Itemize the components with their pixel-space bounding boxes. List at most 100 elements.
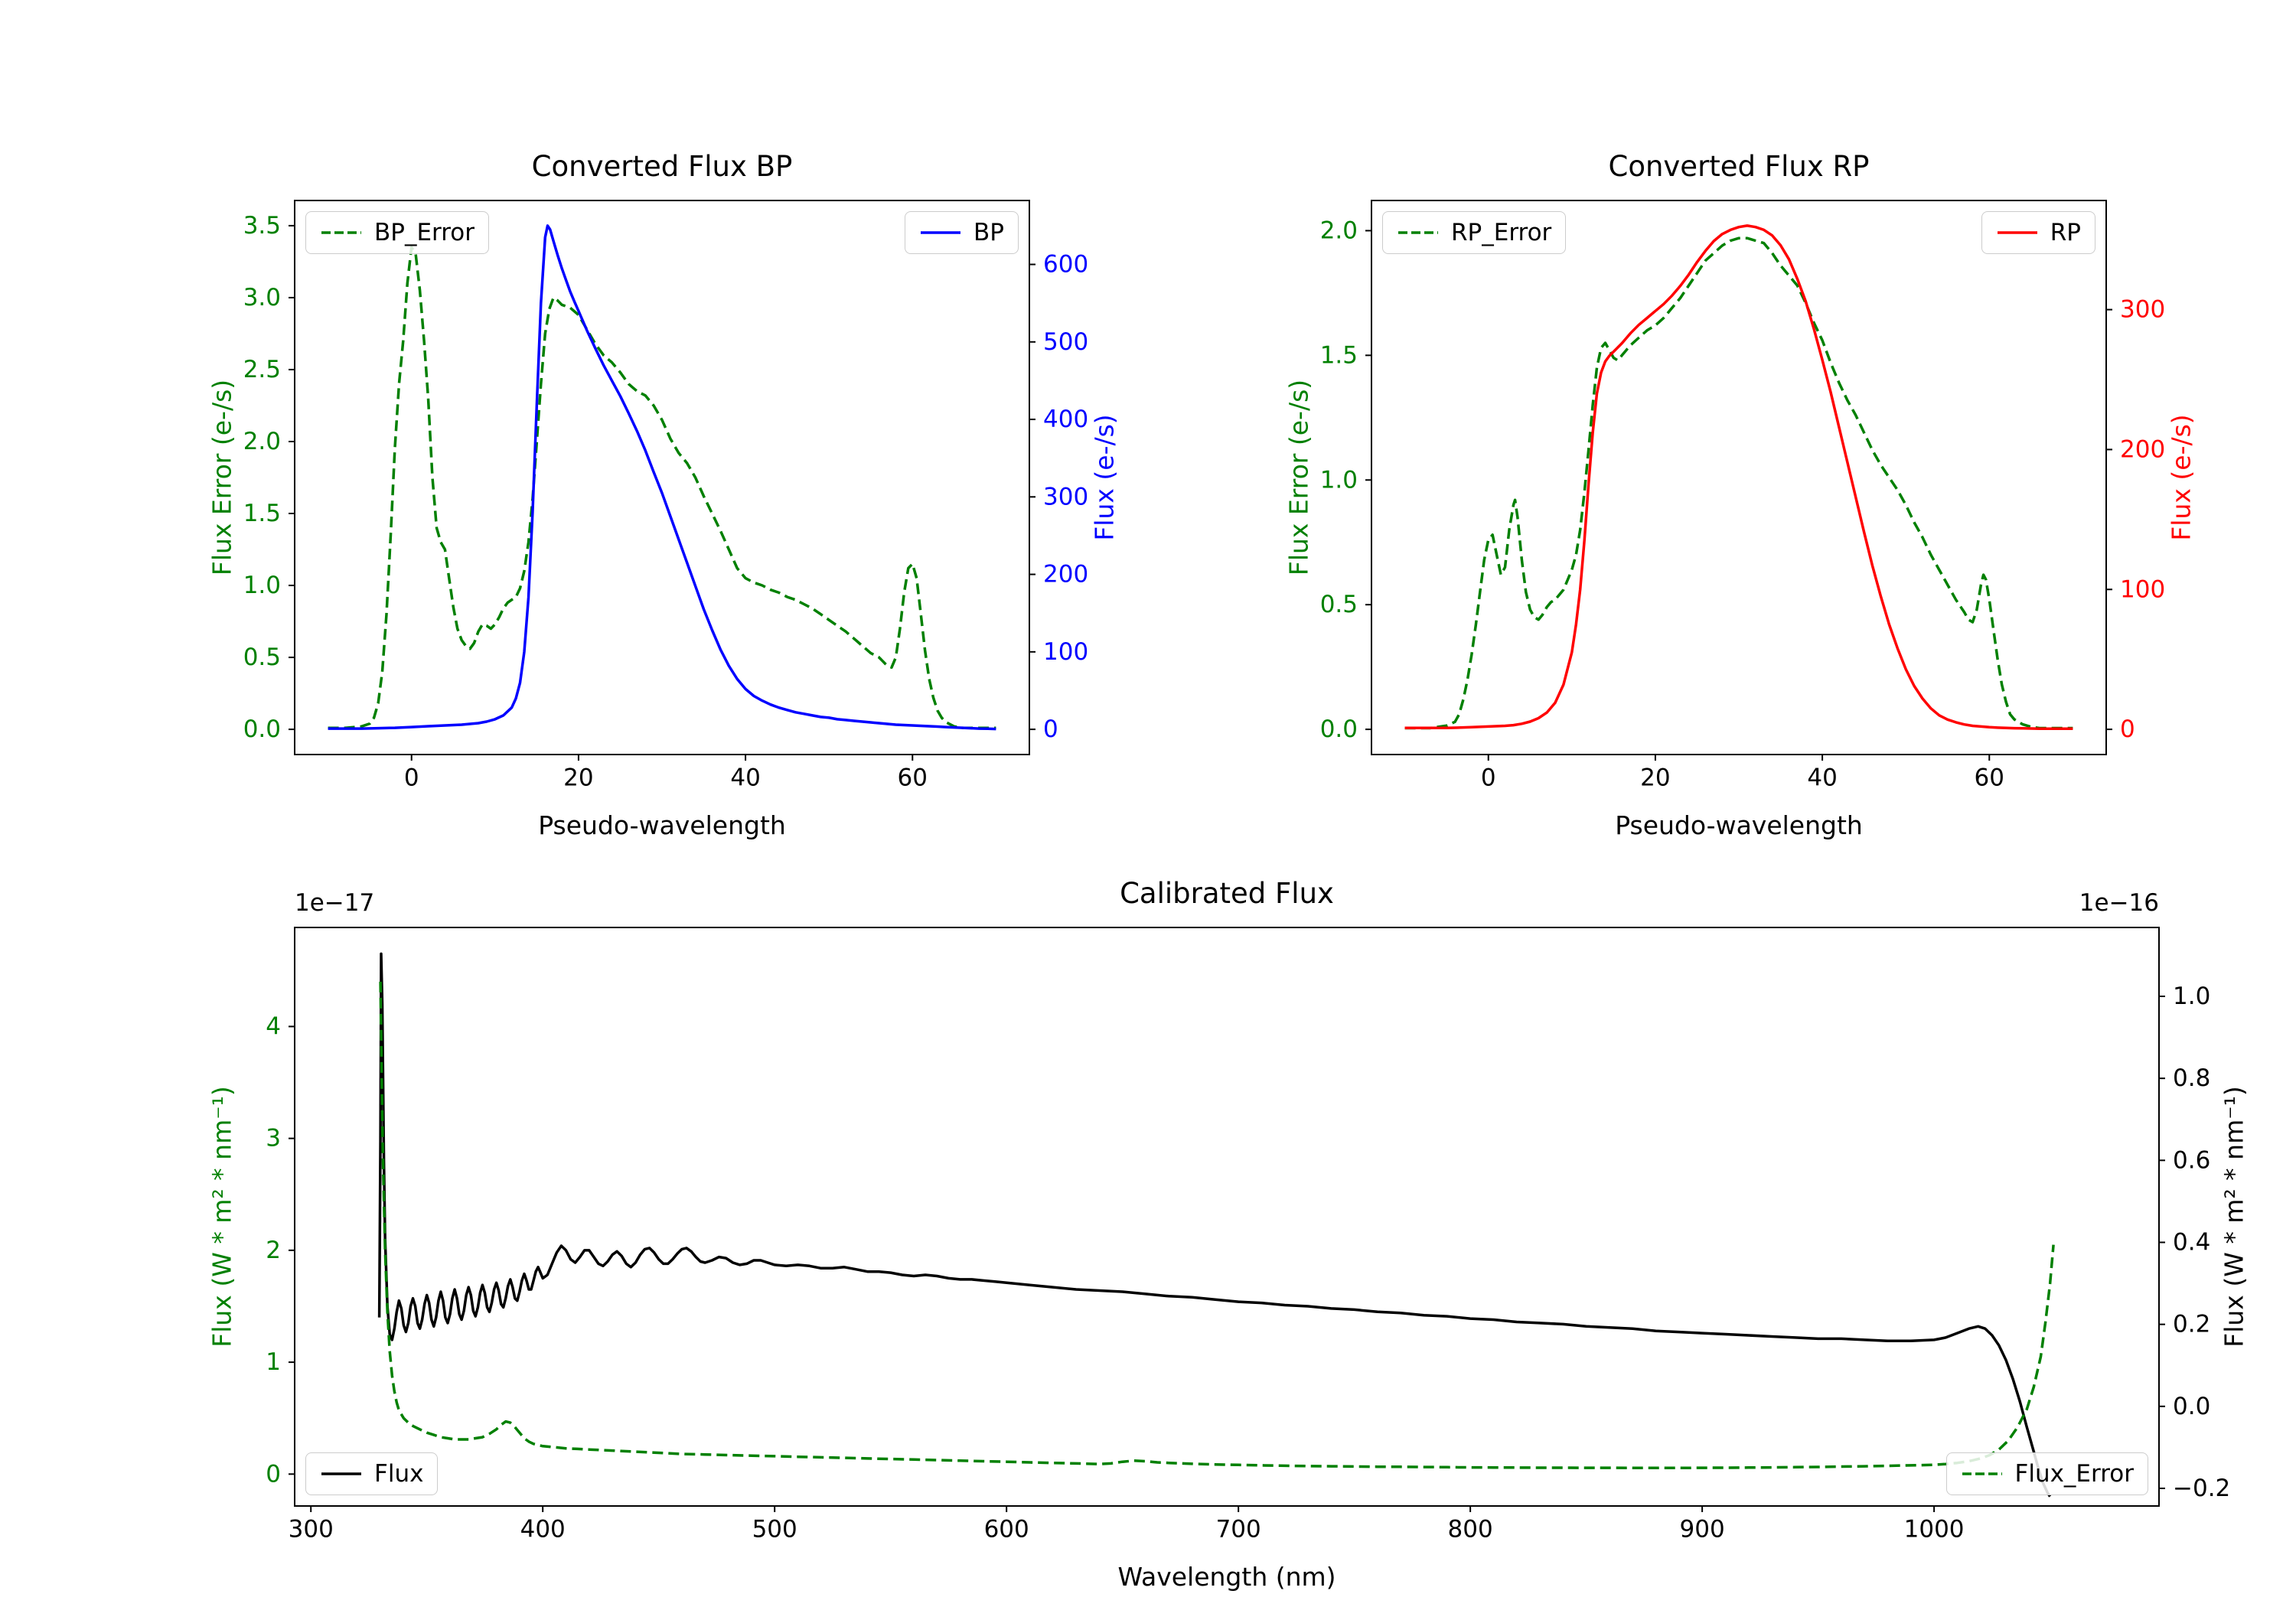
series-RP	[1404, 224, 2073, 730]
plot-area-calibrated: 300 400 500 600 700 800 900 1000 0 1 2 3 4 −0.2 0.0 0.2…	[266, 927, 2230, 1543]
x-tick-label: 300	[289, 1515, 334, 1543]
x-tick-label: 0	[1481, 764, 1496, 791]
right-tick-label: 0	[2120, 715, 2135, 743]
legend-Flux: Flux	[305, 1452, 439, 1495]
right-tick-label: 100	[1043, 638, 1088, 666]
plot-area-bp: 0 20 40 60 0.0 0.5 1.0 1.5 2.0 2.5 3.0 3.5 0 100 200 30…	[243, 200, 1088, 791]
left-tick-label: 0.5	[243, 644, 281, 671]
right-tick-label: 600	[1043, 251, 1088, 279]
left-y-axis-label-rp: Flux Error (e-/s)	[1283, 379, 1314, 576]
right-tick-label: 500	[1043, 328, 1088, 356]
right-tick-label: 0.0	[2173, 1393, 2210, 1420]
legend-label: RP	[2050, 219, 2081, 246]
series-Flux_Error	[379, 981, 2055, 1470]
legend-BP: BP	[905, 211, 1019, 254]
legend-label: Flux	[374, 1460, 424, 1488]
axes-spines	[294, 927, 2160, 1507]
right-axis-ticks: 0 100 200 300	[2106, 296, 2165, 743]
left-y-axis-label-calibrated: Flux (W * m² * nm⁻¹)	[207, 1086, 237, 1348]
left-axis-offset-text: 1e−17	[295, 889, 375, 917]
x-tick-label: 400	[520, 1515, 566, 1543]
left-tick-label: 3	[266, 1125, 281, 1152]
right-tick-label: 1.0	[2173, 983, 2210, 1010]
legend-line-sample	[1962, 1472, 2002, 1475]
left-tick-label: 2.5	[243, 356, 281, 383]
x-tick-label: 0	[404, 764, 419, 791]
right-tick-label: 100	[2120, 575, 2165, 603]
x-tick-label: 40	[1807, 764, 1837, 791]
left-tick-label: 1.0	[243, 572, 281, 599]
right-tick-label: 0.4	[2173, 1228, 2210, 1256]
legend-RP: RP	[1981, 211, 2095, 254]
chart-converted-flux-bp: Converted Flux BP Pseudo-wavelength Flux…	[207, 150, 1120, 840]
x-axis-label-bp: Pseudo-wavelength	[538, 810, 786, 840]
left-y-axis-label-bp: Flux Error (e-/s)	[207, 379, 237, 576]
chart-title-calibrated: Calibrated Flux	[1120, 877, 1334, 910]
x-axis-ticks: 0 20 40 60	[1481, 755, 2004, 791]
left-tick-label: 4	[266, 1012, 281, 1040]
left-tick-label: 1.5	[1320, 341, 1358, 369]
x-tick-label: 60	[898, 764, 928, 791]
right-axis-offset-text: 1e−16	[2079, 889, 2159, 917]
left-axis-ticks: 0.0 0.5 1.0 1.5 2.0 2.5 3.0 3.5	[243, 212, 295, 743]
right-tick-label: 0.6	[2173, 1146, 2210, 1174]
right-tick-label: 400	[1043, 406, 1088, 433]
right-tick-label: −0.2	[2173, 1475, 2230, 1502]
x-tick-label: 20	[563, 764, 593, 791]
chart-converted-flux-rp: Converted Flux RP Pseudo-wavelength Flux…	[1284, 150, 2197, 840]
right-tick-label: 0.8	[2173, 1064, 2210, 1092]
x-tick-label: 60	[1975, 764, 2004, 791]
legend-line-sample	[1398, 231, 1438, 234]
left-tick-label: 3.5	[243, 212, 281, 240]
right-tick-label: 300	[2120, 296, 2165, 324]
legend-Flux_Error: Flux_Error	[1945, 1452, 2148, 1495]
plot-area-rp: 0 20 40 60 0.0 0.5 1.0 1.5 2.0 0 100 200 300	[1320, 200, 2165, 791]
axes-spines	[294, 200, 1030, 755]
right-axis-ticks: −0.2 0.0 0.2 0.4 0.6 0.8 1.0	[2159, 983, 2230, 1502]
right-y-axis-label-rp: Flux (e-/s)	[2166, 414, 2197, 541]
x-tick-label: 500	[752, 1515, 797, 1543]
x-tick-label: 40	[730, 764, 760, 791]
right-tick-label: 0.2	[2173, 1311, 2210, 1338]
chart-title-rp: Converted Flux RP	[1608, 150, 1870, 183]
left-axis-ticks: 0.0 0.5 1.0 1.5 2.0	[1320, 217, 1371, 743]
series-RP_Error	[1404, 236, 2073, 730]
legend-line-sample	[921, 231, 961, 234]
right-y-axis-label-bp: Flux (e-/s)	[1089, 414, 1120, 541]
legend-label: BP	[974, 219, 1004, 246]
left-tick-label: 2	[266, 1237, 281, 1264]
right-axis-ticks: 0 100 200 300 400 500 600	[1029, 251, 1088, 743]
x-axis-label-calibrated: Wavelength (nm)	[1117, 1562, 1336, 1592]
left-tick-label: 0.5	[1320, 591, 1358, 618]
legend-RP_Error: RP_Error	[1382, 211, 1567, 254]
chart-title-bp: Converted Flux BP	[531, 150, 793, 183]
left-tick-label: 1.5	[243, 500, 281, 527]
series-BP_Error	[328, 246, 996, 729]
right-y-axis-label-calibrated: Flux (W * m² * nm⁻¹)	[2219, 1086, 2249, 1348]
x-tick-label: 700	[1216, 1515, 1261, 1543]
right-tick-label: 200	[1043, 561, 1088, 588]
x-axis-ticks: 300 400 500 600 700 800 900 1000	[289, 1506, 1965, 1543]
left-tick-label: 2.0	[1320, 217, 1358, 244]
x-tick-label: 20	[1640, 764, 1670, 791]
x-tick-label: 1000	[1904, 1515, 1965, 1543]
series-BP	[328, 224, 996, 731]
x-tick-label: 900	[1680, 1515, 1725, 1543]
left-tick-label: 1.0	[1320, 466, 1358, 494]
series-Flux	[377, 952, 2052, 1498]
left-tick-label: 0.0	[243, 715, 281, 743]
legend-line-sample	[321, 1472, 361, 1475]
chart-calibrated-flux: Calibrated Flux 1e−17 1e−16 Wavelength (…	[207, 877, 2249, 1592]
left-axis-ticks: 0 1 2 3 4	[266, 1012, 295, 1488]
left-tick-label: 0	[266, 1460, 281, 1488]
legend-label: Flux_Error	[2014, 1460, 2135, 1488]
right-tick-label: 300	[1043, 483, 1088, 510]
axes-spines	[1371, 200, 2107, 755]
legend-BP_Error: BP_Error	[305, 211, 490, 254]
right-tick-label: 0	[1043, 715, 1058, 743]
x-axis-label-rp: Pseudo-wavelength	[1615, 810, 1863, 840]
x-axis-ticks: 0 20 40 60	[404, 755, 928, 791]
x-tick-label: 600	[984, 1515, 1029, 1543]
left-tick-label: 3.0	[243, 284, 281, 311]
legend-label: BP_Error	[374, 219, 475, 246]
